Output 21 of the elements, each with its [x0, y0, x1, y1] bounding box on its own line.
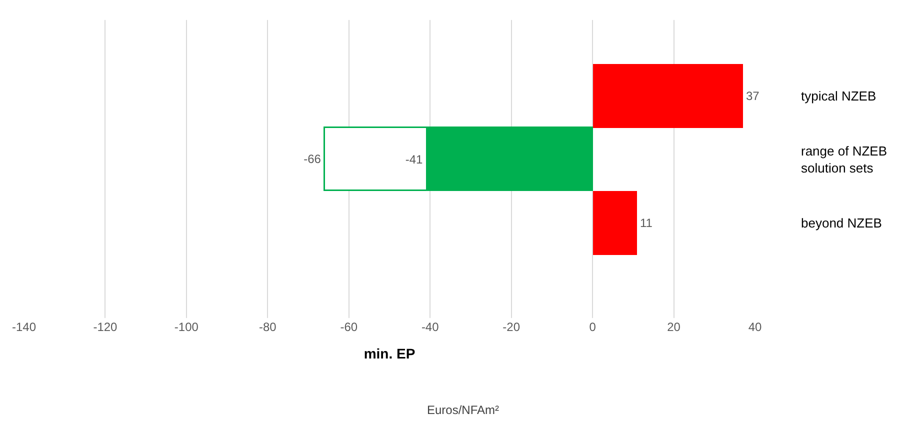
- x-tick-label: -100: [174, 320, 199, 334]
- x-tick-label: -40: [421, 320, 440, 334]
- x-tick-label: -80: [259, 320, 277, 334]
- bar: [593, 191, 637, 255]
- x-tick-label: 20: [667, 320, 681, 334]
- data-label: -41: [405, 152, 423, 166]
- x-tick-label: 0: [589, 320, 596, 334]
- bar: [593, 64, 743, 128]
- data-label: -66: [304, 152, 322, 166]
- data-label: 37: [746, 89, 760, 103]
- x-tick-label: -60: [340, 320, 358, 334]
- y-tick-label: range of NZEB solution sets: [801, 144, 887, 176]
- y-tick-label: beyond NZEB: [801, 215, 882, 230]
- x-tick-label: -20: [502, 320, 520, 334]
- x-axis-title: min. EP: [364, 345, 416, 362]
- y-tick-label: typical NZEB: [801, 88, 876, 104]
- x-tick-label: 40: [748, 320, 762, 334]
- text: Euros/NFAm²: [427, 403, 500, 417]
- x-tick-label: -120: [93, 320, 118, 334]
- x-tick-label: -140: [12, 320, 36, 334]
- data-label: 11: [640, 216, 653, 230]
